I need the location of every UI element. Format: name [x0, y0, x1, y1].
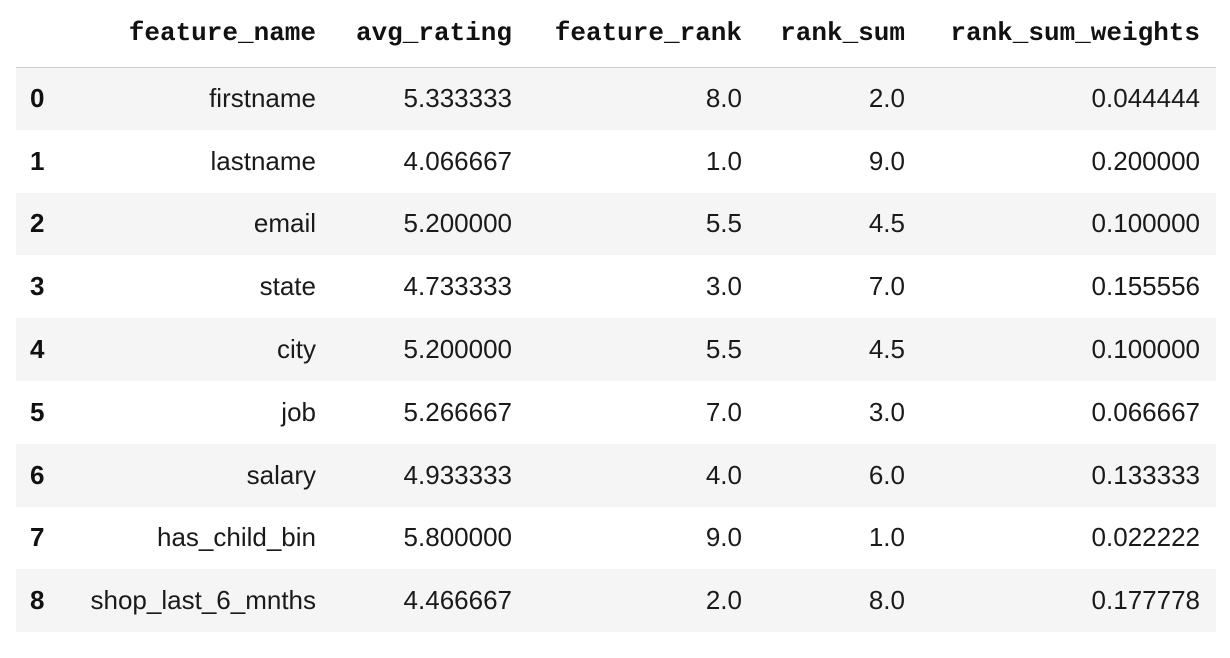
- cell-avg-rating: 4.066667: [403, 145, 512, 176]
- row-index: 1: [30, 145, 45, 176]
- row-index: 8: [30, 585, 45, 616]
- cell-feature-name: city: [277, 334, 316, 365]
- table-row: 5 job 5.266667 7.0 3.0 0.066667: [16, 380, 1216, 444]
- cell-feature-name: email: [253, 208, 316, 239]
- cell-rank-sum-weights: 0.100000: [1091, 334, 1200, 365]
- cell-feature-rank: 9.0: [705, 522, 742, 553]
- dataframe-output: feature_name avg_rating feature_rank ran…: [16, 0, 1216, 633]
- table-row: 1 lastname 4.066667 1.0 9.0 0.200000: [16, 129, 1216, 193]
- cell-rank-sum: 8.0: [868, 585, 905, 616]
- table-row: 0 firstname 5.333333 8.0 2.0 0.044444: [16, 67, 1216, 130]
- row-index: 7: [30, 522, 45, 553]
- cell-rank-sum-weights: 0.100000: [1091, 208, 1200, 239]
- table-body: 0 firstname 5.333333 8.0 2.0 0.044444 1 …: [16, 67, 1216, 633]
- cell-rank-sum-weights: 0.066667: [1091, 396, 1200, 427]
- cell-rank-sum-weights: 0.200000: [1091, 145, 1200, 176]
- column-header-avg-rating: avg_rating: [332, 0, 528, 68]
- index-header: [16, 0, 66, 68]
- cell-feature-name: state: [259, 271, 316, 302]
- row-index: 2: [30, 208, 45, 239]
- dataframe-table: feature_name avg_rating feature_rank ran…: [16, 0, 1216, 633]
- column-header-feature-name: feature_name: [66, 0, 332, 68]
- cell-rank-sum-weights: 0.022222: [1091, 522, 1200, 553]
- cell-feature-rank: 3.0: [705, 271, 742, 302]
- cell-avg-rating: 5.200000: [403, 208, 512, 239]
- cell-avg-rating: 5.200000: [403, 334, 512, 365]
- cell-feature-name: job: [281, 396, 316, 427]
- cell-feature-name: salary: [246, 459, 316, 490]
- cell-rank-sum-weights: 0.155556: [1091, 271, 1200, 302]
- column-header-rank-sum-weights: rank_sum_weights: [921, 0, 1216, 68]
- row-index: 3: [30, 271, 45, 302]
- cell-rank-sum-weights: 0.044444: [1091, 83, 1200, 114]
- cell-feature-name: firstname: [209, 83, 316, 114]
- row-index: 5: [30, 396, 45, 427]
- cell-rank-sum: 1.0: [868, 522, 905, 553]
- cell-avg-rating: 4.933333: [403, 459, 512, 490]
- table-row: 4 city 5.200000 5.5 4.5 0.100000: [16, 318, 1216, 381]
- table-row: 3 state 4.733333 3.0 7.0 0.155556: [16, 255, 1216, 319]
- cell-rank-sum: 3.0: [868, 396, 905, 427]
- cell-avg-rating: 4.733333: [403, 271, 512, 302]
- cell-avg-rating: 4.466667: [403, 585, 512, 616]
- cell-rank-sum: 6.0: [868, 459, 905, 490]
- cell-avg-rating: 5.333333: [403, 83, 512, 114]
- header-row: feature_name avg_rating feature_rank ran…: [16, 0, 1216, 68]
- cell-feature-name: lastname: [210, 145, 317, 176]
- column-header-rank-sum: rank_sum: [758, 0, 921, 68]
- table-row: 8 shop_last_6_mnths 4.466667 2.0 8.0 0.1…: [16, 569, 1216, 633]
- table-row: 7 has_child_bin 5.800000 9.0 1.0 0.02222…: [16, 506, 1216, 570]
- cell-feature-rank: 8.0: [705, 83, 742, 114]
- row-index: 6: [30, 459, 45, 490]
- cell-rank-sum: 7.0: [868, 271, 905, 302]
- cell-avg-rating: 5.800000: [403, 522, 512, 553]
- row-index: 4: [30, 334, 45, 365]
- cell-feature-rank: 5.5: [705, 208, 742, 239]
- cell-rank-sum-weights: 0.133333: [1091, 459, 1200, 490]
- table-row: 2 email 5.200000 5.5 4.5 0.100000: [16, 192, 1216, 256]
- cell-feature-name: shop_last_6_mnths: [90, 585, 316, 616]
- cell-feature-rank: 4.0: [705, 459, 742, 490]
- cell-avg-rating: 5.266667: [403, 396, 512, 427]
- cell-feature-rank: 7.0: [705, 396, 742, 427]
- cell-feature-rank: 2.0: [705, 585, 742, 616]
- table-row: 6 salary 4.933333 4.0 6.0 0.133333: [16, 443, 1216, 507]
- cell-rank-sum: 2.0: [868, 83, 905, 114]
- column-header-feature-rank: feature_rank: [528, 0, 758, 68]
- cell-rank-sum: 4.5: [868, 334, 905, 365]
- table-header: feature_name avg_rating feature_rank ran…: [16, 0, 1216, 68]
- cell-feature-rank: 5.5: [705, 334, 742, 365]
- cell-rank-sum: 9.0: [868, 145, 905, 176]
- row-index: 0: [30, 83, 45, 114]
- cell-feature-name: has_child_bin: [156, 522, 316, 553]
- cell-rank-sum: 4.5: [868, 208, 905, 239]
- cell-rank-sum-weights: 0.177778: [1091, 585, 1200, 616]
- cell-feature-rank: 1.0: [705, 145, 742, 176]
